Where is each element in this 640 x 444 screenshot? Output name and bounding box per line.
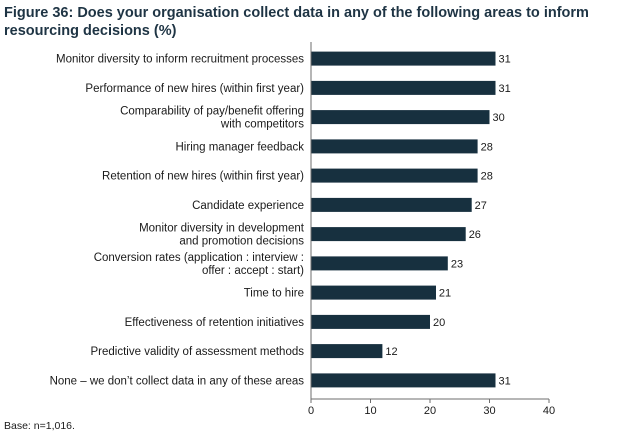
bar-9 bbox=[311, 314, 430, 329]
bar-5 bbox=[311, 197, 472, 212]
bar-4 bbox=[311, 168, 478, 183]
bar-10 bbox=[311, 344, 383, 359]
category-label-4: Retention of new hires (within first yea… bbox=[102, 171, 304, 183]
category-label-0: Monitor diversity to inform recruitment … bbox=[56, 54, 304, 66]
category-label-11: None – we don’t collect data in any of t… bbox=[50, 375, 305, 387]
value-label-9: 20 bbox=[433, 317, 445, 329]
bar-0 bbox=[311, 51, 496, 66]
x-tick-label-2: 20 bbox=[424, 405, 436, 417]
value-label-6: 26 bbox=[469, 229, 481, 241]
category-labels: Monitor diversity to inform recruitment … bbox=[50, 54, 305, 388]
value-labels: 31 31 30 28 28 27 26 23 21 20 12 31 bbox=[385, 54, 510, 388]
value-label-3: 28 bbox=[481, 141, 493, 153]
x-axis: 0 10 20 30 40 bbox=[308, 42, 555, 417]
category-label-7: Conversion rates (application : intervie… bbox=[94, 252, 304, 277]
value-label-7: 23 bbox=[451, 258, 463, 270]
category-label-3: Hiring manager feedback bbox=[176, 141, 305, 153]
value-label-11: 31 bbox=[499, 375, 511, 387]
x-tick-label-0: 0 bbox=[308, 405, 314, 417]
category-label-8: Time to hire bbox=[244, 288, 304, 300]
bar-7 bbox=[311, 256, 448, 271]
value-label-4: 28 bbox=[481, 171, 493, 183]
bar-3 bbox=[311, 139, 478, 154]
base-footnote: Base: n=1,016. bbox=[4, 420, 75, 432]
x-tick-label-3: 30 bbox=[483, 405, 495, 417]
category-label-10: Predictive validity of assessment method… bbox=[91, 346, 305, 358]
bar-11 bbox=[311, 373, 496, 388]
value-label-2: 30 bbox=[493, 112, 505, 124]
x-tick-label-1: 10 bbox=[364, 405, 376, 417]
chart-title: Figure 36: Does your organisation collec… bbox=[4, 5, 589, 39]
bars bbox=[311, 51, 496, 388]
category-label-1: Performance of new hires (within first y… bbox=[85, 83, 304, 95]
bar-6 bbox=[311, 227, 466, 242]
value-label-8: 21 bbox=[439, 288, 451, 300]
category-label-5: Candidate experience bbox=[192, 200, 304, 212]
value-label-0: 31 bbox=[499, 54, 511, 66]
category-label-2: Comparability of pay/benefit offering wit… bbox=[120, 106, 304, 131]
value-label-10: 12 bbox=[385, 346, 397, 358]
value-label-5: 27 bbox=[475, 200, 487, 212]
category-label-6: Monitor diversity in development and prom… bbox=[139, 223, 305, 248]
x-tick-label-4: 40 bbox=[543, 405, 555, 417]
bar-2 bbox=[311, 110, 490, 125]
bar-8 bbox=[311, 285, 436, 300]
category-label-9: Effectiveness of retention initiatives bbox=[125, 317, 305, 329]
bar-1 bbox=[311, 80, 496, 95]
value-label-1: 31 bbox=[499, 83, 511, 95]
